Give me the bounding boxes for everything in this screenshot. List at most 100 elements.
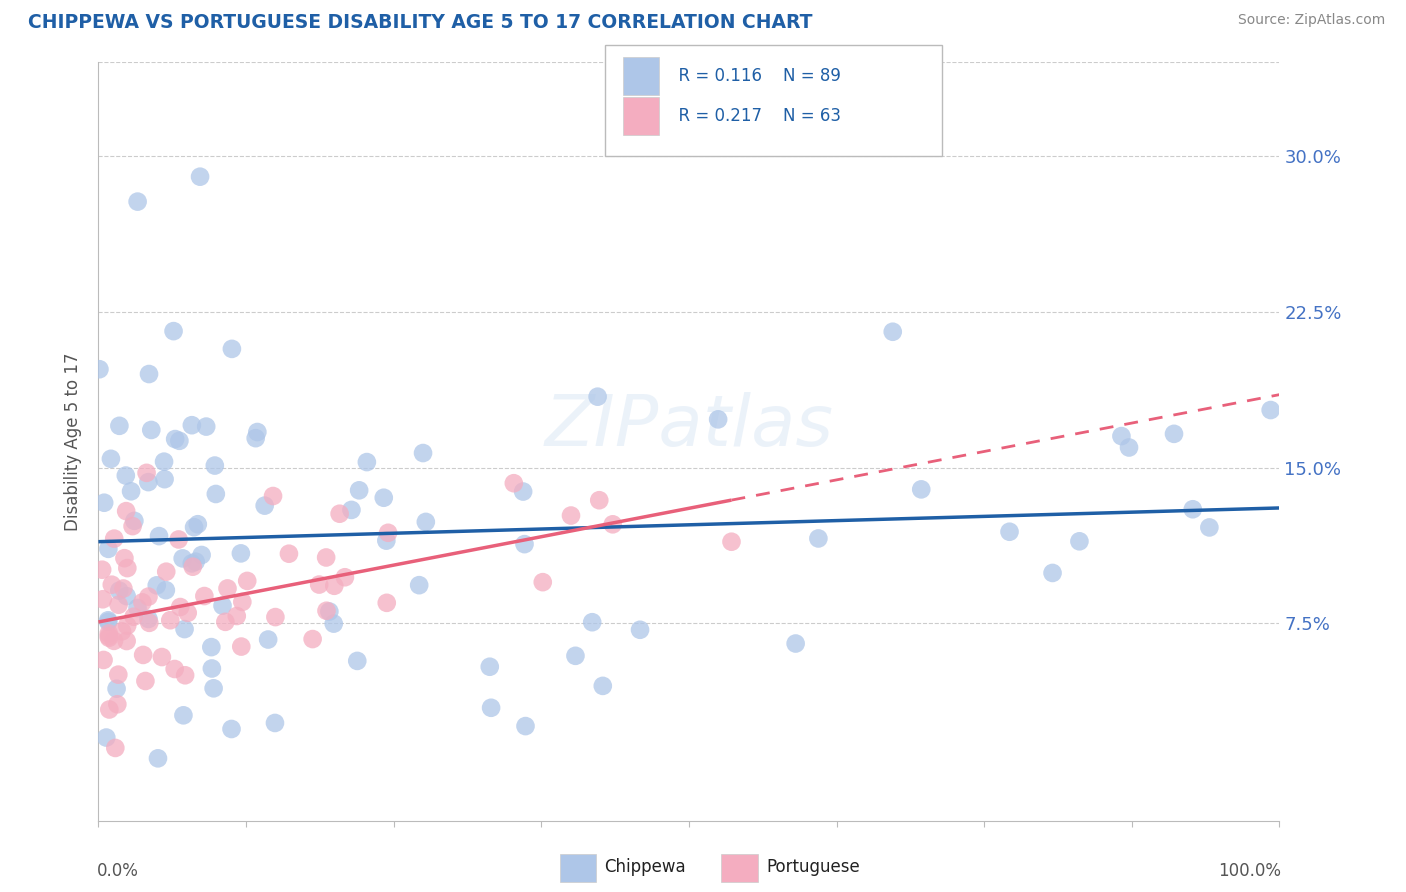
Text: ZIPatlas: ZIPatlas	[544, 392, 834, 461]
Point	[98, 702, 121, 716]
Point	[513, 537, 536, 551]
Point	[163, 662, 186, 676]
Point	[412, 446, 434, 460]
Point	[112, 582, 135, 596]
Point	[262, 489, 284, 503]
Point	[1118, 441, 1140, 455]
Point	[97, 626, 120, 640]
Point	[375, 533, 398, 548]
Point	[180, 418, 202, 433]
Point	[245, 431, 267, 445]
Point	[329, 507, 352, 521]
Point	[103, 633, 125, 648]
Point	[221, 342, 243, 356]
Point	[408, 578, 430, 592]
Point	[134, 673, 156, 688]
Point	[211, 599, 233, 613]
Point	[315, 550, 337, 565]
Point	[146, 751, 169, 765]
Point	[169, 434, 191, 448]
Point	[308, 577, 330, 591]
Point	[581, 615, 603, 630]
Point	[1111, 429, 1133, 443]
Point	[231, 640, 253, 654]
Text: R = 0.217    N = 63: R = 0.217 N = 63	[668, 107, 841, 125]
Point	[217, 582, 239, 596]
Point	[141, 423, 163, 437]
Point	[188, 169, 211, 184]
Point	[131, 595, 153, 609]
Text: 0.0%: 0.0%	[97, 863, 139, 880]
Point	[373, 491, 395, 505]
Point	[257, 632, 280, 647]
Point	[531, 575, 554, 590]
Point	[174, 668, 197, 682]
Point	[180, 557, 202, 571]
Point	[107, 598, 129, 612]
Point	[264, 610, 287, 624]
Point	[586, 390, 609, 404]
Point	[193, 589, 215, 603]
Point	[96, 731, 118, 745]
Point	[177, 606, 200, 620]
Point	[114, 551, 136, 566]
Text: Chippewa: Chippewa	[605, 858, 686, 876]
Point	[107, 667, 129, 681]
Point	[998, 524, 1021, 539]
Point	[512, 484, 534, 499]
Point	[181, 559, 204, 574]
Point	[236, 574, 259, 588]
Point	[1042, 566, 1064, 580]
Point	[628, 623, 651, 637]
Point	[173, 622, 195, 636]
Point	[138, 590, 160, 604]
Point	[246, 425, 269, 439]
Point	[153, 472, 176, 486]
Point	[229, 546, 252, 560]
Point	[201, 661, 224, 675]
Point	[89, 362, 111, 376]
Point	[190, 548, 212, 562]
Point	[322, 616, 344, 631]
Point	[145, 578, 167, 592]
Point	[138, 615, 160, 630]
Point	[105, 698, 128, 712]
Point	[111, 624, 134, 639]
Point	[278, 547, 301, 561]
Point	[108, 418, 131, 433]
Point	[117, 561, 139, 575]
Point	[356, 455, 378, 469]
Point	[347, 483, 370, 498]
Text: Source: ZipAtlas.com: Source: ZipAtlas.com	[1237, 13, 1385, 28]
Point	[93, 496, 115, 510]
Point	[103, 532, 125, 546]
Point	[104, 740, 127, 755]
Point	[253, 499, 276, 513]
Point	[115, 504, 138, 518]
Point	[202, 681, 225, 696]
Point	[138, 612, 160, 626]
Point	[346, 654, 368, 668]
Point	[115, 634, 138, 648]
Point	[124, 514, 146, 528]
Point	[150, 650, 173, 665]
Point	[1260, 403, 1282, 417]
Point	[221, 722, 243, 736]
Point	[105, 681, 128, 696]
Point	[120, 484, 142, 499]
Point	[155, 565, 177, 579]
Point	[167, 533, 190, 547]
Point	[153, 455, 176, 469]
Point	[375, 596, 398, 610]
Point	[318, 605, 340, 619]
Point	[333, 570, 356, 584]
Point	[155, 583, 177, 598]
Point	[127, 194, 149, 209]
Point	[301, 632, 323, 646]
Point	[515, 719, 537, 733]
Point	[807, 532, 830, 546]
Point	[200, 640, 222, 654]
Point	[415, 515, 437, 529]
Point	[148, 529, 170, 543]
Point	[1069, 534, 1091, 549]
